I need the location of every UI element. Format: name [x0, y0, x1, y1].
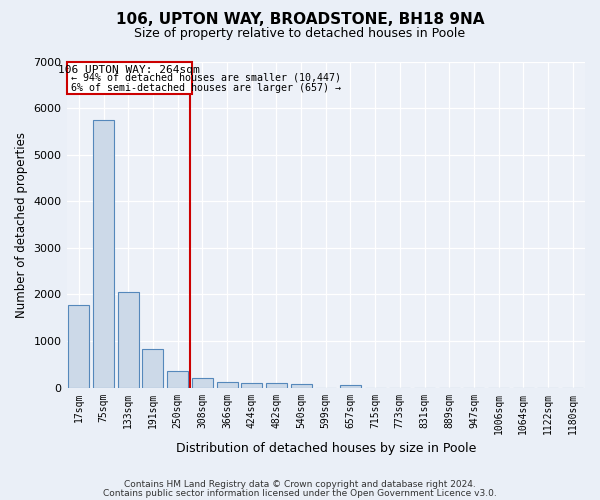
Text: 6% of semi-detached houses are larger (657) →: 6% of semi-detached houses are larger (6… [71, 83, 341, 93]
Bar [118, 292, 139, 388]
Bar [192, 378, 213, 388]
Bar [241, 383, 262, 388]
Bar [290, 384, 311, 388]
Y-axis label: Number of detached properties: Number of detached properties [15, 132, 28, 318]
FancyBboxPatch shape [67, 62, 192, 94]
Bar [217, 382, 238, 388]
Bar [142, 349, 163, 388]
Text: Contains public sector information licensed under the Open Government Licence v3: Contains public sector information licen… [103, 488, 497, 498]
Bar [340, 384, 361, 388]
Bar [93, 120, 114, 388]
Text: Contains HM Land Registry data © Crown copyright and database right 2024.: Contains HM Land Registry data © Crown c… [124, 480, 476, 489]
Bar [266, 384, 287, 388]
Text: 106, UPTON WAY, BROADSTONE, BH18 9NA: 106, UPTON WAY, BROADSTONE, BH18 9NA [116, 12, 484, 28]
Text: ← 94% of detached houses are smaller (10,447): ← 94% of detached houses are smaller (10… [71, 72, 341, 82]
Text: Size of property relative to detached houses in Poole: Size of property relative to detached ho… [134, 28, 466, 40]
Bar [167, 371, 188, 388]
Text: 106 UPTON WAY: 264sqm: 106 UPTON WAY: 264sqm [58, 65, 200, 75]
Bar [68, 304, 89, 388]
X-axis label: Distribution of detached houses by size in Poole: Distribution of detached houses by size … [176, 442, 476, 455]
